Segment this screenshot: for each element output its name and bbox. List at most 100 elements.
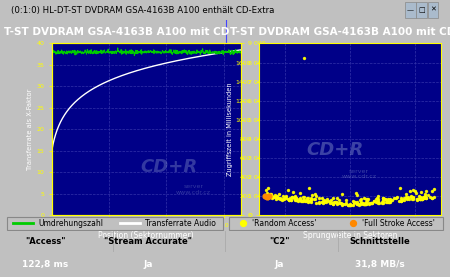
Point bbox=[347, 203, 355, 208]
Point bbox=[345, 203, 352, 207]
Point bbox=[378, 199, 385, 204]
Point bbox=[329, 201, 336, 206]
Point bbox=[297, 199, 304, 203]
Point bbox=[373, 199, 380, 204]
Point bbox=[416, 197, 423, 201]
Point bbox=[379, 196, 386, 200]
Point bbox=[387, 199, 394, 204]
Point bbox=[385, 200, 392, 204]
Point bbox=[357, 196, 364, 201]
Text: T-ST DVDRAM GSA-4163B A100 mit CD: T-ST DVDRAM GSA-4163B A100 mit CD bbox=[230, 27, 450, 37]
Point bbox=[354, 193, 361, 198]
Point bbox=[426, 194, 433, 199]
Point bbox=[273, 195, 280, 199]
Point bbox=[422, 192, 429, 196]
Point bbox=[239, 221, 246, 225]
Point bbox=[329, 201, 337, 206]
Point bbox=[379, 200, 386, 205]
Point bbox=[351, 200, 358, 205]
Point bbox=[417, 195, 424, 199]
Point bbox=[271, 193, 278, 198]
Point bbox=[371, 198, 378, 203]
Point bbox=[306, 199, 313, 203]
Point bbox=[336, 201, 343, 205]
Text: Schnittstelle: Schnittstelle bbox=[350, 237, 410, 246]
Point bbox=[423, 196, 430, 201]
Point bbox=[360, 196, 368, 200]
Point bbox=[346, 203, 353, 208]
Point bbox=[403, 197, 410, 201]
Point bbox=[276, 197, 284, 201]
Point bbox=[384, 197, 392, 201]
Point bbox=[360, 201, 367, 206]
Point bbox=[409, 197, 416, 202]
Point bbox=[268, 196, 275, 201]
Point bbox=[420, 194, 427, 199]
Point bbox=[332, 200, 339, 205]
Point bbox=[356, 198, 364, 202]
Point bbox=[357, 201, 364, 205]
Point bbox=[276, 195, 284, 200]
Point bbox=[266, 193, 273, 197]
Bar bbox=[416, 2, 427, 18]
Point bbox=[331, 200, 338, 204]
Point bbox=[290, 190, 297, 194]
Point bbox=[384, 198, 391, 202]
Point bbox=[279, 194, 287, 199]
Point bbox=[362, 201, 369, 206]
Point bbox=[381, 196, 388, 201]
Point bbox=[288, 198, 295, 202]
Point bbox=[342, 201, 349, 205]
Point bbox=[396, 199, 403, 203]
Point bbox=[361, 202, 369, 206]
Point bbox=[379, 196, 387, 200]
Point bbox=[375, 199, 382, 203]
Point bbox=[321, 199, 328, 203]
Point bbox=[424, 193, 432, 197]
Point bbox=[409, 195, 416, 200]
Point bbox=[421, 195, 428, 199]
Point bbox=[262, 188, 270, 192]
Point bbox=[307, 198, 314, 202]
Point bbox=[308, 196, 315, 201]
Y-axis label: Drehzahl in U/min: Drehzahl in U/min bbox=[269, 99, 275, 159]
Point bbox=[299, 199, 306, 204]
Point bbox=[302, 198, 309, 202]
Point bbox=[418, 197, 425, 201]
Point bbox=[379, 198, 387, 202]
Point bbox=[410, 196, 417, 200]
Point bbox=[369, 201, 376, 205]
Point bbox=[305, 186, 312, 190]
Point bbox=[333, 202, 340, 206]
Text: Umdrehungszahl: Umdrehungszahl bbox=[38, 219, 103, 228]
Point bbox=[323, 196, 330, 201]
Point bbox=[402, 194, 409, 199]
Point bbox=[380, 200, 387, 205]
Point bbox=[325, 199, 332, 203]
Point bbox=[351, 200, 358, 204]
Point bbox=[312, 194, 319, 198]
Point bbox=[386, 200, 393, 204]
Point bbox=[383, 200, 390, 204]
Point bbox=[300, 195, 307, 200]
Text: server
www.cdr.cz: server www.cdr.cz bbox=[176, 184, 211, 195]
Point bbox=[417, 197, 424, 201]
Point bbox=[374, 194, 381, 198]
Point bbox=[369, 201, 376, 206]
Point bbox=[419, 196, 427, 200]
Point bbox=[363, 201, 370, 205]
Point bbox=[323, 200, 330, 204]
Point bbox=[285, 188, 292, 192]
Point bbox=[266, 191, 274, 196]
Point bbox=[364, 198, 371, 203]
Point bbox=[359, 202, 366, 206]
Point bbox=[285, 197, 292, 201]
Point bbox=[304, 199, 311, 204]
Point bbox=[270, 195, 278, 199]
Point bbox=[298, 199, 305, 203]
Point bbox=[307, 196, 315, 200]
Point bbox=[264, 191, 271, 195]
Point bbox=[337, 201, 344, 206]
Point bbox=[335, 198, 342, 202]
Point bbox=[282, 194, 289, 198]
